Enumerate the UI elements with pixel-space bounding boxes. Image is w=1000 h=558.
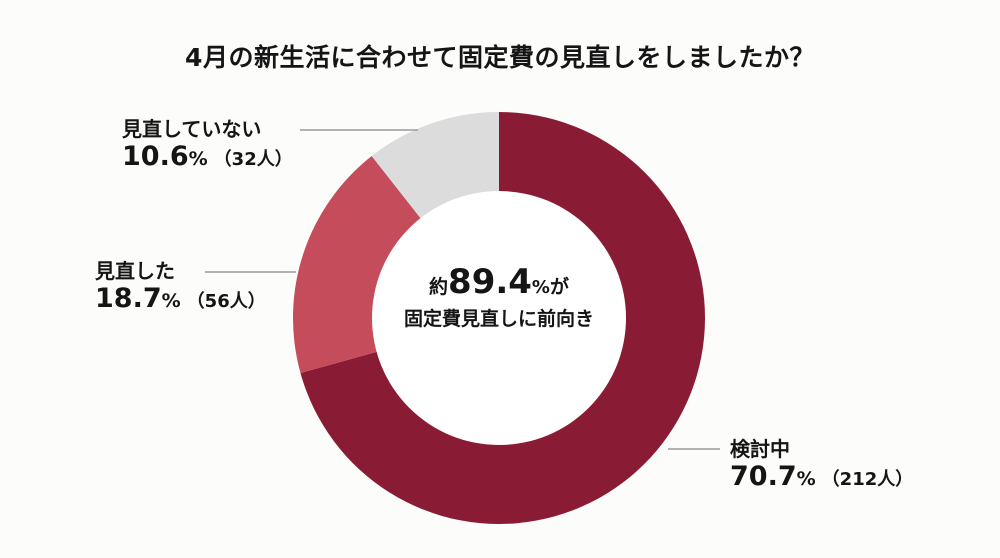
center-prefix: 約 <box>429 276 449 298</box>
label-reviewed: 見直した 18.7% （56人） <box>95 259 266 315</box>
label-percent: 18.7 <box>95 283 162 314</box>
label-percent-unit: % <box>796 468 816 490</box>
label-count: （56人） <box>186 291 266 312</box>
donut-hole <box>372 191 626 445</box>
label-considering: 検討中 70.7% （212人） <box>730 437 913 493</box>
label-not-reviewed: 見直していない 10.6% （32人） <box>122 117 293 173</box>
center-value: 89.4 <box>448 262 532 302</box>
label-percent: 70.7 <box>730 461 797 492</box>
label-percent: 10.6 <box>122 141 189 172</box>
label-name: 検討中 <box>730 437 790 461</box>
center-suffix: が <box>549 276 569 298</box>
center-annotation: 約89.4%が 固定費見直しに前向き <box>372 262 626 331</box>
center-subtext: 固定費見直しに前向き <box>403 308 594 330</box>
label-name: 見直していない <box>122 117 262 141</box>
label-percent-unit: % <box>161 290 181 312</box>
chart-title: 4月の新生活に合わせて固定費の見直しをしましたか？ <box>185 43 815 72</box>
center-unit: % <box>531 277 550 298</box>
label-count: （32人） <box>213 149 293 170</box>
label-name: 見直した <box>95 259 175 283</box>
label-percent-unit: % <box>188 148 208 170</box>
label-count: （212人） <box>821 469 914 490</box>
